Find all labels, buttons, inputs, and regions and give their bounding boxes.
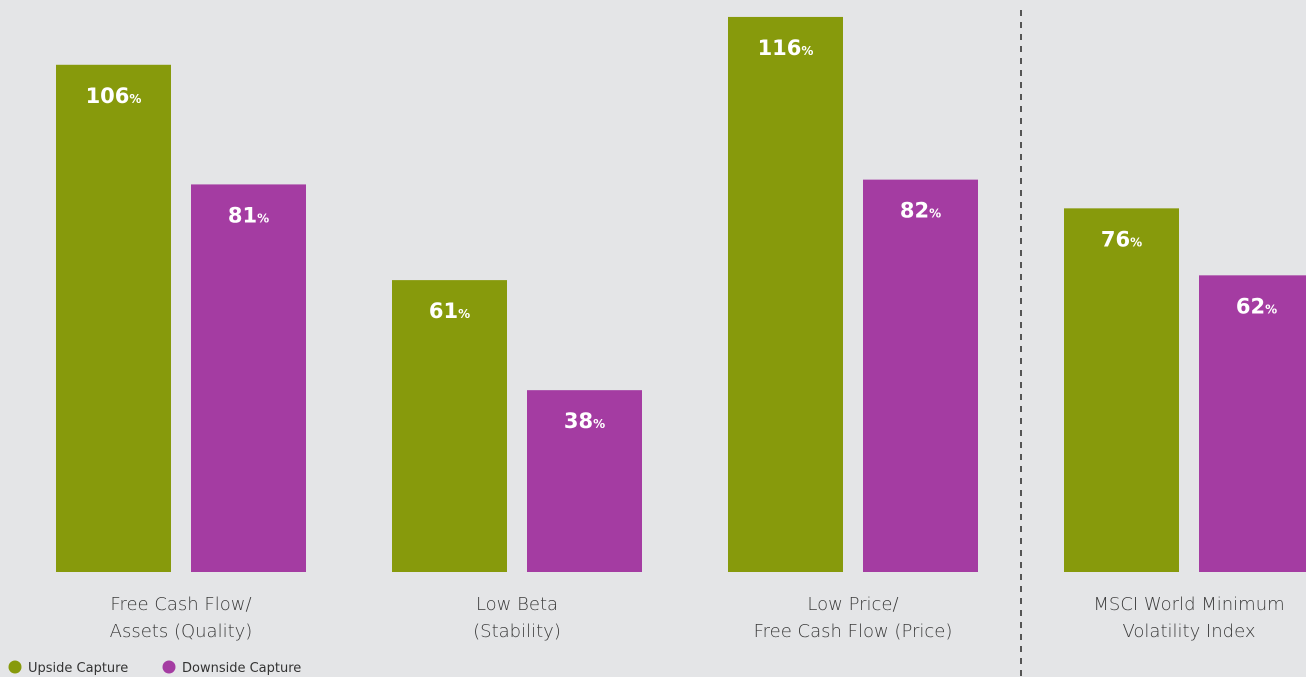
x-tick-label: Free Cash Flow (Price) — [754, 621, 953, 642]
value-label: 62% — [1236, 294, 1277, 318]
legend-label: Upside Capture — [28, 661, 128, 676]
value-label: 116% — [758, 36, 814, 60]
legend-label: Downside Capture — [182, 661, 301, 676]
x-tick-label: Low Price/ — [807, 594, 898, 615]
value-label: 82% — [900, 199, 941, 223]
bar — [392, 280, 507, 572]
value-label: 38% — [564, 409, 605, 433]
x-tick-label: Low Beta — [476, 594, 558, 615]
value-label: 76% — [1101, 227, 1142, 251]
legend-swatch — [8, 660, 22, 674]
value-label: 61% — [429, 299, 470, 323]
bar — [527, 390, 642, 572]
bar — [1199, 275, 1306, 572]
bar — [1064, 208, 1179, 572]
x-tick-label: Volatility Index — [1122, 621, 1255, 642]
value-label: 81% — [228, 203, 269, 227]
x-tick-label: (Stability) — [473, 621, 561, 642]
value-label: 106% — [86, 84, 142, 108]
bar — [56, 64, 171, 572]
x-tick-label: MSCI World Minimum — [1093, 594, 1284, 615]
bar — [728, 16, 843, 572]
x-tick-label: Free Cash Flow/ — [110, 594, 251, 615]
legend-swatch — [162, 660, 176, 674]
x-tick-label: Assets (Quality) — [110, 621, 253, 642]
bar — [191, 184, 306, 573]
bar — [863, 179, 978, 572]
